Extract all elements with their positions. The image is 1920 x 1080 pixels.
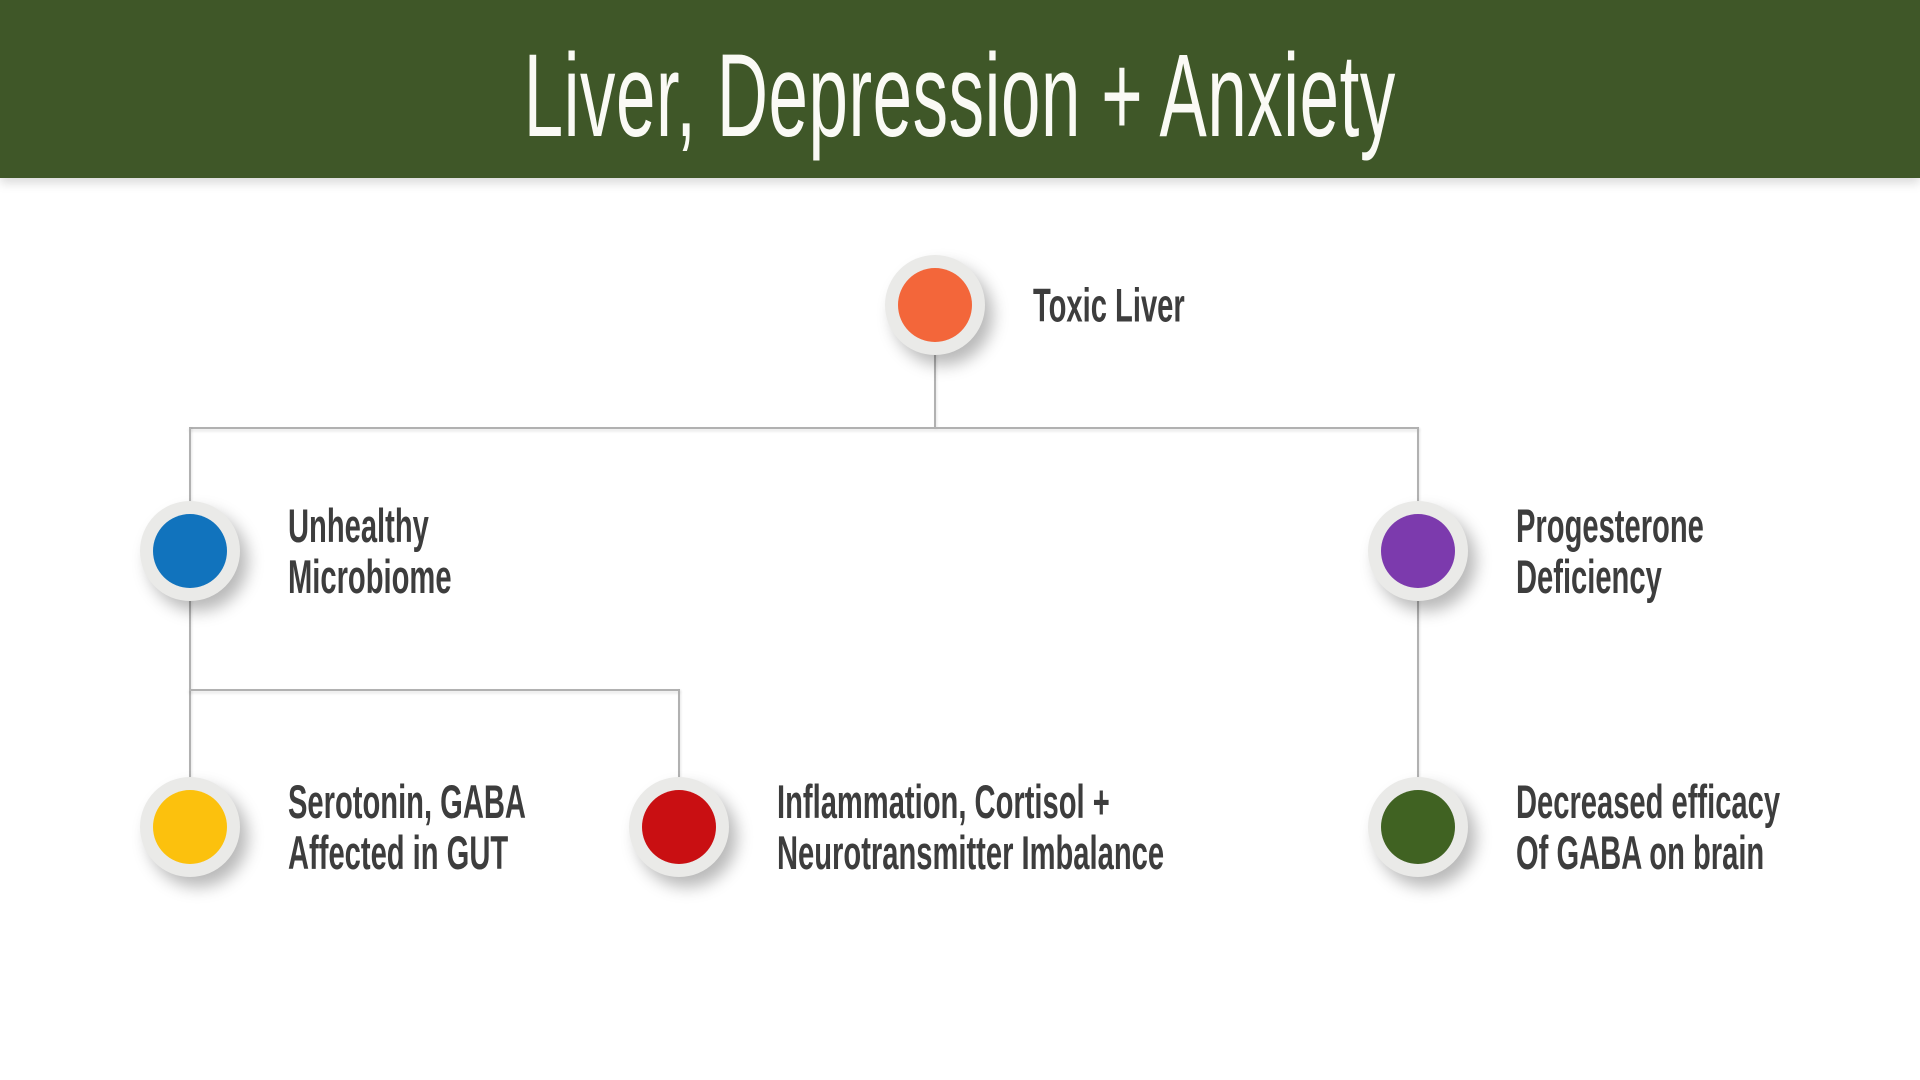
label-line: Deficiency: [1516, 550, 1662, 603]
connector-left-column: [189, 428, 191, 827]
connector-mid-down: [678, 690, 680, 828]
label-decreased-gaba-efficacy: Decreased efficacy Of GABA on brain: [1516, 776, 1920, 878]
toxic-liver-circle-icon: [898, 268, 972, 342]
label-line: Of GABA on brain: [1516, 826, 1765, 879]
serotonin-gaba-circle-icon: [153, 790, 227, 864]
label-serotonin-gaba-gut: Serotonin, GABA Affected in GUT: [288, 776, 672, 878]
connector-toxicliver-down: [934, 305, 936, 429]
node-unhealthy-microbiome: [140, 501, 240, 601]
label-line: Microbiome: [288, 550, 452, 603]
connector-level1-horizontal: [189, 427, 1419, 429]
page-title: Liver, Depression + Anxiety: [523, 30, 1397, 162]
label-line: Neurotransmitter Imbalance: [777, 826, 1165, 879]
header-bar: Liver, Depression + Anxiety: [0, 0, 1920, 178]
label-line: Decreased efficacy: [1516, 775, 1781, 828]
label-line: Serotonin, GABA: [288, 775, 526, 828]
label-toxic-liver: Toxic Liver: [1033, 280, 1278, 331]
connector-level2-horizontal: [189, 689, 680, 691]
label-line: Unhealthy: [288, 499, 429, 552]
label-inflammation-cortisol: Inflammation, Cortisol + Neurotransmitte…: [777, 776, 1401, 878]
label-unhealthy-microbiome: Unhealthy Microbiome: [288, 500, 552, 602]
label-line: Toxic Liver: [1033, 278, 1185, 332]
unhealthy-microbiome-circle-icon: [153, 514, 227, 588]
label-line: Affected in GUT: [288, 826, 509, 879]
inflammation-cortisol-circle-icon: [642, 790, 716, 864]
label-line: Inflammation, Cortisol +: [777, 775, 1110, 828]
label-line: Progesterone: [1516, 499, 1704, 552]
connector-right-column: [1417, 428, 1419, 827]
node-decreased-gaba-efficacy: [1368, 777, 1468, 877]
decreased-gaba-efficacy-circle-icon: [1381, 790, 1455, 864]
label-progesterone-deficiency: Progesterone Deficiency: [1516, 500, 1819, 602]
node-toxic-liver: [885, 255, 985, 355]
node-inflammation-cortisol: [629, 777, 729, 877]
progesterone-deficiency-circle-icon: [1381, 514, 1455, 588]
node-serotonin-gaba-gut: [140, 777, 240, 877]
node-progesterone-deficiency: [1368, 501, 1468, 601]
